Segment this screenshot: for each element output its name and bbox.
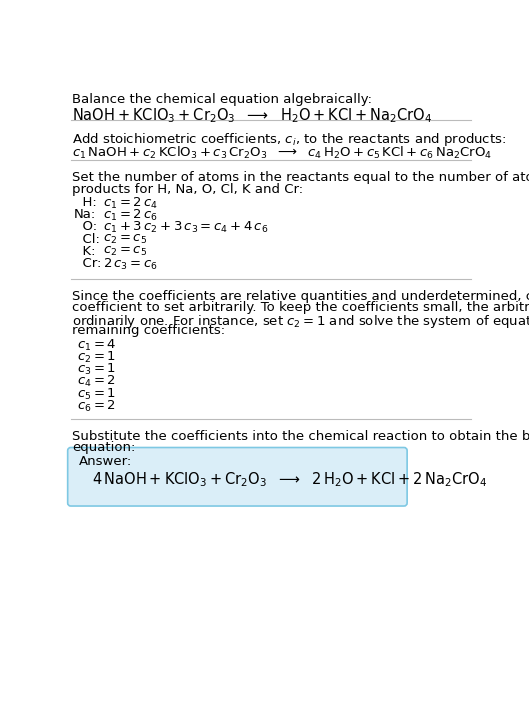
Text: $2\,c_3 = c_6$: $2\,c_3 = c_6$ xyxy=(103,257,158,272)
Text: $c_2 = c_5$: $c_2 = c_5$ xyxy=(103,233,148,246)
Text: $4\,\mathregular{NaOH + KClO_3 + Cr_2O_3}$  $\longrightarrow$  $2\,\mathregular{: $4\,\mathregular{NaOH + KClO_3 + Cr_2O_3… xyxy=(93,471,488,489)
Text: Cl:: Cl: xyxy=(74,233,100,245)
Text: Na:: Na: xyxy=(74,208,96,221)
Text: Add stoichiometric coefficients, $c_i$, to the reactants and products:: Add stoichiometric coefficients, $c_i$, … xyxy=(72,131,507,148)
Text: H:: H: xyxy=(74,196,97,209)
Text: equation:: equation: xyxy=(72,441,136,455)
Text: $c_1 = 2\,c_6$: $c_1 = 2\,c_6$ xyxy=(103,208,158,223)
Text: Answer:: Answer: xyxy=(78,455,132,468)
Text: $c_5 = 1$: $c_5 = 1$ xyxy=(77,387,116,402)
Text: $c_1 = 4$: $c_1 = 4$ xyxy=(77,337,116,353)
FancyBboxPatch shape xyxy=(68,448,407,506)
Text: $\mathregular{NaOH + KClO_3 + Cr_2O_3}$  $\longrightarrow$  $\mathregular{H_2O +: $\mathregular{NaOH + KClO_3 + Cr_2O_3}$ … xyxy=(72,106,433,125)
Text: $c_2 = 1$: $c_2 = 1$ xyxy=(77,350,116,365)
Text: products for H, Na, O, Cl, K and Cr:: products for H, Na, O, Cl, K and Cr: xyxy=(72,182,304,196)
Text: $c_1 + 3\,c_2 + 3\,c_3 = c_4 + 4\,c_6$: $c_1 + 3\,c_2 + 3\,c_3 = c_4 + 4\,c_6$ xyxy=(103,221,269,235)
Text: Since the coefficients are relative quantities and underdetermined, choose a: Since the coefficients are relative quan… xyxy=(72,290,529,303)
Text: remaining coefficients:: remaining coefficients: xyxy=(72,325,225,337)
Text: $c_4 = 2$: $c_4 = 2$ xyxy=(77,375,116,390)
Text: O:: O: xyxy=(74,221,97,233)
Text: Cr:: Cr: xyxy=(74,257,101,270)
Text: $c_1\,\mathregular{NaOH} + c_2\,\mathregular{KClO_3} + c_3\,\mathregular{Cr_2O_3: $c_1\,\mathregular{NaOH} + c_2\,\mathreg… xyxy=(72,145,492,161)
Text: Substitute the coefficients into the chemical reaction to obtain the balanced: Substitute the coefficients into the che… xyxy=(72,430,529,443)
Text: Set the number of atoms in the reactants equal to the number of atoms in the: Set the number of atoms in the reactants… xyxy=(72,171,529,184)
Text: $c_2 = c_5$: $c_2 = c_5$ xyxy=(103,245,148,258)
Text: $c_6 = 2$: $c_6 = 2$ xyxy=(77,399,116,414)
Text: Balance the chemical equation algebraically:: Balance the chemical equation algebraica… xyxy=(72,93,372,105)
Text: coefficient to set arbitrarily. To keep the coefficients small, the arbitrary va: coefficient to set arbitrarily. To keep … xyxy=(72,301,529,314)
Text: $c_1 = 2\,c_4$: $c_1 = 2\,c_4$ xyxy=(103,196,158,211)
Text: ordinarily one. For instance, set $c_2 = 1$ and solve the system of equations fo: ordinarily one. For instance, set $c_2 =… xyxy=(72,312,529,329)
Text: $c_3 = 1$: $c_3 = 1$ xyxy=(77,362,116,377)
Text: K:: K: xyxy=(74,245,95,258)
